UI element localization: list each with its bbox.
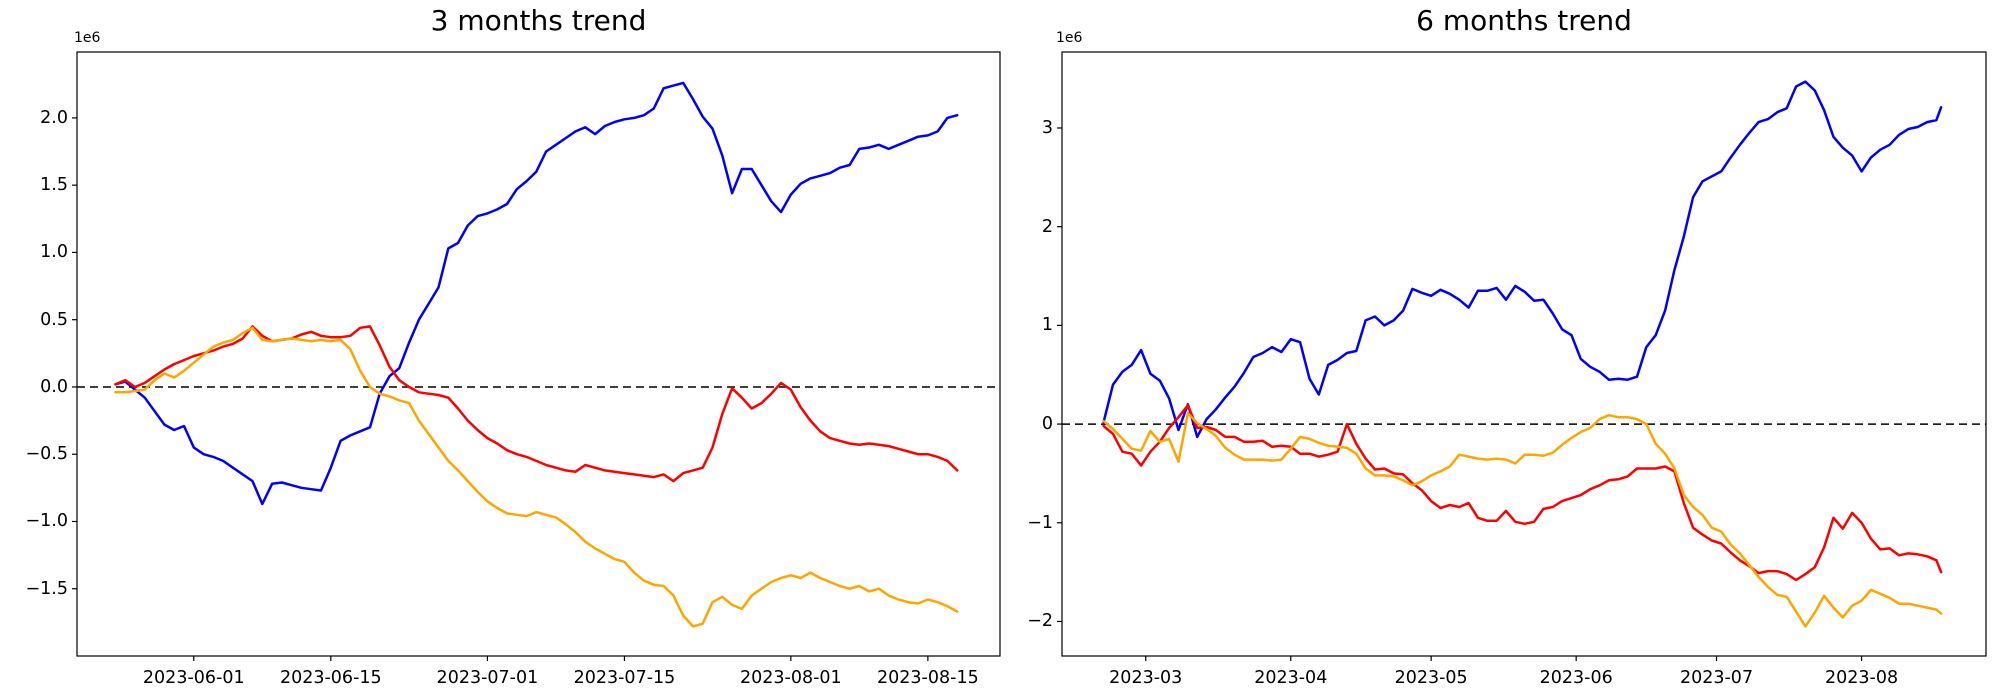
y-tick-label: 2.0 [40,107,68,128]
y-tick-label: 1.5 [40,175,68,196]
y-tick-label: 1.0 [40,242,68,263]
x-tick-label: 2023-04 [1254,668,1328,688]
x-tick-label: 2023-08-01 [739,668,842,688]
left-chart-plot [72,51,1001,661]
y-tick-label: 0.5 [40,309,68,330]
y-tick-label: −1 [1027,512,1053,533]
x-tick-label: 2023-07-01 [436,668,539,688]
x-tick-label: 2023-05 [1394,668,1468,688]
blue-line [114,81,959,506]
axes-spines [76,51,1001,657]
left-chart-title: 3 months trend [430,4,647,37]
x-tick-label: 2023-06 [1539,668,1613,688]
orange-line [114,326,959,628]
orange-line [1102,411,1943,628]
y-tick-label: 1 [1041,315,1053,336]
x-tick-label: 2023-08-15 [877,668,979,688]
x-tick-label: 2023-07 [1679,668,1754,688]
y-tick-label: −0.5 [25,444,69,465]
y-tick-label: 0 [1041,414,1053,435]
x-tick-label: 2023-06-01 [142,668,245,688]
left-y-axis-offset-label: 1e6 [74,30,101,46]
x-tick-label: 2023-06-15 [279,668,382,688]
y-tick-label: 3 [1041,117,1053,138]
y-tick-label: −2 [1027,611,1053,632]
blue-line [1102,80,1943,439]
x-tick-label: 2023-03 [1109,668,1183,688]
red-line [114,325,959,483]
axes-spines [1061,51,1987,657]
right-chart-plot [1057,51,1987,661]
right-y-axis-offset-label: 1e6 [1056,30,1083,46]
y-tick-label: 2 [1041,216,1053,237]
y-tick-label: −1.5 [25,578,69,599]
x-tick-label: 2023-08 [1824,668,1899,688]
x-tick-label: 2023-07-15 [573,668,676,688]
right-chart-title: 6 months trend [1416,4,1632,37]
y-tick-label: 0.0 [40,376,68,397]
y-tick-label: −1.0 [25,511,69,532]
red-line [1102,404,1943,582]
